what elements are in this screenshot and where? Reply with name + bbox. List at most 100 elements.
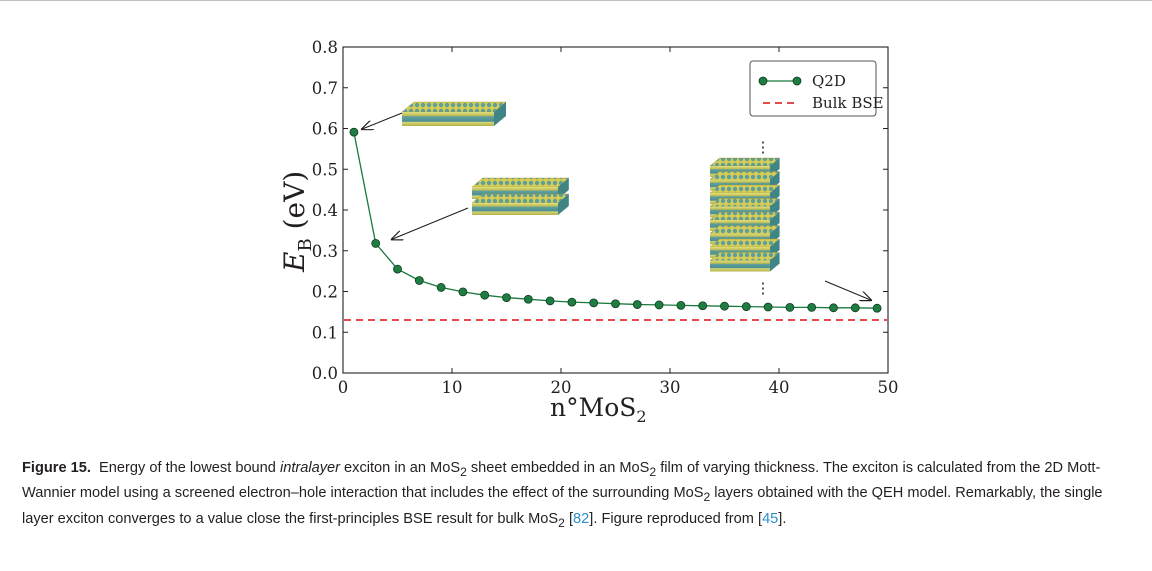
x-tick-label: 30 bbox=[660, 378, 681, 397]
slab-front-top bbox=[472, 187, 558, 191]
reference-link-45[interactable]: 45 bbox=[762, 510, 779, 527]
y-tick-label: 0.4 bbox=[312, 201, 338, 220]
caption-text-7: ]. Figure reproduced from [ bbox=[589, 510, 763, 527]
mos2-layer-slab bbox=[709, 252, 781, 272]
slab-front-bottom bbox=[402, 121, 494, 126]
q2d-point bbox=[567, 297, 577, 307]
slab-front-top bbox=[710, 166, 770, 170]
q2d-point bbox=[763, 302, 773, 312]
y-tick-label: 0.8 bbox=[312, 38, 338, 57]
legend-q2d-marker bbox=[758, 76, 768, 86]
y-axis-label: EB (eV) bbox=[278, 171, 316, 273]
slab-top bbox=[471, 177, 570, 188]
caption-text-8: ]. bbox=[778, 510, 787, 527]
q2d-point bbox=[545, 296, 555, 306]
caption-text-6: [ bbox=[564, 510, 574, 527]
slab-front-top bbox=[710, 260, 770, 264]
slab-front-top bbox=[710, 179, 770, 183]
caption-text-2: exciton in an MoS bbox=[340, 460, 461, 476]
q2d-point bbox=[458, 287, 468, 297]
y-tick-label: 0.7 bbox=[312, 79, 338, 98]
y-tick-label: 0.5 bbox=[312, 160, 338, 179]
slab-front-top bbox=[472, 203, 558, 207]
q2d-point bbox=[611, 299, 620, 309]
q2d-point bbox=[393, 264, 402, 274]
slab-top bbox=[709, 252, 781, 261]
legend-q2d-label: Q2D bbox=[812, 72, 846, 90]
q2d-point bbox=[850, 303, 860, 313]
reference-link-82[interactable]: 82 bbox=[573, 510, 590, 527]
x-tick-label: 20 bbox=[551, 378, 572, 397]
y-tick-label: 0.2 bbox=[312, 283, 338, 302]
ellipsis-top: ⋮ bbox=[756, 138, 771, 156]
slab-front-bottom bbox=[472, 211, 558, 215]
q2d-point bbox=[371, 239, 381, 248]
slab-top bbox=[709, 184, 781, 194]
slab-top bbox=[709, 171, 781, 180]
x-tick-label: 10 bbox=[442, 378, 463, 397]
slab-top bbox=[709, 211, 781, 221]
slab-front-top bbox=[710, 220, 770, 224]
ellipsis-bottom: ⋮ bbox=[756, 279, 771, 297]
caption-sub: 2 bbox=[649, 464, 657, 479]
q2d-point bbox=[414, 276, 424, 285]
annotation-arrow-multilayer bbox=[824, 280, 871, 300]
slab-front-top bbox=[710, 233, 770, 237]
legend: Q2D Bulk BSE bbox=[749, 60, 884, 117]
q2d-point bbox=[741, 302, 751, 311]
slab-top bbox=[709, 225, 781, 234]
caption-emphasis: intralayer bbox=[279, 460, 340, 476]
caption-sub: 2 bbox=[460, 464, 467, 479]
mos2-layer-slab bbox=[401, 101, 507, 126]
q2d-point bbox=[698, 301, 708, 311]
caption-text-4: film of varying thickness. The exciton i… bbox=[22, 460, 1101, 502]
caption-sub: 2 bbox=[703, 490, 711, 505]
q2d-point bbox=[349, 127, 359, 137]
slab-front-top bbox=[710, 247, 770, 251]
q2d-point bbox=[676, 300, 686, 310]
chart: 0.0 0.1 0.2 0.3 0.4 0.5 0.6 0.7 0.8 0 10 20 30 40 50 ⋮… bbox=[278, 38, 899, 426]
slab-side bbox=[558, 178, 569, 199]
q2d-point bbox=[785, 302, 795, 312]
y-tick-label: 0.0 bbox=[312, 364, 338, 383]
q2d-point bbox=[872, 303, 882, 313]
slab-front-bottom bbox=[710, 268, 770, 272]
q2d-point bbox=[523, 294, 533, 304]
slab-front bbox=[710, 260, 770, 272]
q2d-point bbox=[807, 302, 817, 312]
q2d-point bbox=[589, 298, 599, 308]
q2d-point bbox=[720, 301, 729, 311]
legend-bulk-label: Bulk BSE bbox=[812, 94, 884, 112]
y-tick-label: 0.1 bbox=[312, 323, 338, 342]
x-axis-label: n°MoS2 bbox=[550, 393, 647, 426]
y-tick-label: 0.6 bbox=[312, 120, 338, 139]
y-tick-label: 0.3 bbox=[312, 242, 338, 261]
slab-side bbox=[494, 102, 506, 126]
q2d-point bbox=[436, 283, 446, 292]
legend-q2d-marker bbox=[792, 76, 802, 86]
slab-front-top bbox=[710, 206, 770, 210]
slab-top bbox=[709, 198, 781, 207]
q2d-point bbox=[654, 300, 664, 310]
slab-top bbox=[401, 101, 507, 113]
caption-text-5: layers obtained with the QEH model. Rema… bbox=[22, 485, 1103, 527]
caption-label: Figure 15. bbox=[22, 460, 91, 476]
slab-top bbox=[709, 157, 781, 167]
slab-front-top bbox=[402, 112, 494, 117]
q2d-line bbox=[353, 132, 878, 309]
caption-text-1: Energy of the lowest bound bbox=[99, 460, 280, 476]
caption-sub: 2 bbox=[558, 515, 565, 530]
x-tick-label: 50 bbox=[878, 378, 899, 397]
slab-side bbox=[558, 194, 569, 215]
caption-text-3: sheet embedded in an MoS bbox=[466, 460, 650, 476]
q2d-point bbox=[829, 303, 838, 313]
figure-caption: Figure 15. Energy of the lowest bound in… bbox=[22, 458, 1132, 534]
q2d-point bbox=[480, 290, 490, 300]
annotation-arrow-monolayer bbox=[362, 112, 403, 129]
slab-top bbox=[709, 238, 781, 248]
x-tick-label: 0 bbox=[338, 378, 349, 397]
slab-side bbox=[770, 252, 780, 272]
annotation-arrow-bilayer bbox=[392, 207, 469, 239]
mos2-layer-slab bbox=[471, 193, 570, 215]
